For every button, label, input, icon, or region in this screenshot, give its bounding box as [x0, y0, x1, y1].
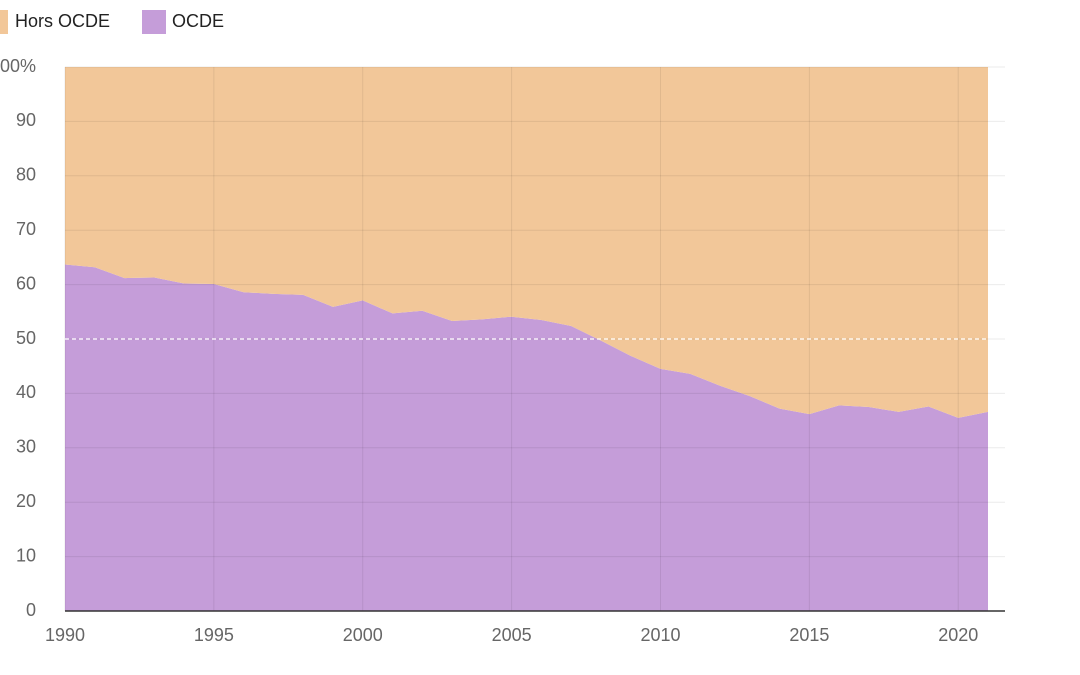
x-tick-label: 2015 — [789, 625, 829, 645]
legend-swatch — [142, 10, 166, 34]
legend: Hors OCDE OCDE — [0, 10, 224, 34]
y-tick-label: 30 — [16, 437, 36, 457]
x-tick-label: 2010 — [640, 625, 680, 645]
y-tick-label: 90 — [16, 110, 36, 130]
x-tick-label: 1995 — [194, 625, 234, 645]
area — [65, 67, 988, 418]
legend-swatch — [0, 10, 8, 34]
y-tick-label: 20 — [16, 491, 36, 511]
y-tick-label: 10 — [16, 545, 36, 565]
x-tick-label: 2005 — [492, 625, 532, 645]
area — [65, 264, 988, 611]
y-tick-label: 50 — [16, 328, 36, 348]
y-tick-label: 100% — [0, 56, 36, 76]
y-tick-label: 80 — [16, 165, 36, 185]
legend-label: Hors OCDE — [15, 11, 110, 31]
x-tick-label: 2020 — [938, 625, 978, 645]
legend-label: OCDE — [172, 11, 224, 31]
x-tick-label: 2000 — [343, 625, 383, 645]
y-tick-label: 40 — [16, 382, 36, 402]
y-tick-label: 0 — [26, 600, 36, 620]
y-tick-label: 70 — [16, 219, 36, 239]
x-tick-label: 1990 — [45, 625, 85, 645]
y-tick-label: 60 — [16, 273, 36, 293]
